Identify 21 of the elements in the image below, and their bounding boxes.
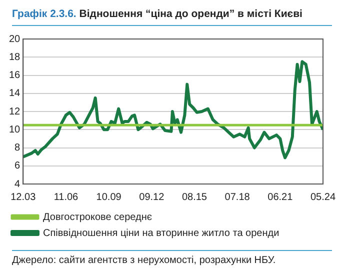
y-tick-label: 12 xyxy=(9,106,21,118)
legend-label: Довгострокове середнє xyxy=(43,212,152,223)
y-tick-label: 6 xyxy=(14,160,21,172)
x-tick-label: 11.06 xyxy=(54,192,79,203)
text: Джерело: сайти агентств з нерухомості, розрахунки НБУ. xyxy=(12,255,277,266)
y-tick-label: 20 xyxy=(9,34,21,45)
x-tick-label: 10.09 xyxy=(96,192,122,203)
y-tick-label: 4 xyxy=(14,178,21,190)
x-tick-label: 09.12 xyxy=(139,192,165,203)
y-tick-label: 8 xyxy=(14,142,21,154)
chart-title: Графік 2.3.6. Відношення “ціна до оренди” в місті Києві xyxy=(12,8,332,26)
y-tick-label: 18 xyxy=(9,52,21,63)
x-tick-label: 12.03 xyxy=(10,192,36,203)
y-tick-label: 14 xyxy=(9,88,21,100)
x-tick-label: 07.18 xyxy=(224,192,250,203)
legend-label: Співвідношення ціни на вторинне житло та оренди xyxy=(43,228,280,239)
y-tick-label: 16 xyxy=(9,70,21,81)
x-tick-label: 06.21 xyxy=(268,192,294,203)
x-tick-label: 05.24 xyxy=(310,192,336,203)
x-tick-label: 08.15 xyxy=(182,192,208,203)
y-tick-label: 10 xyxy=(9,124,21,136)
